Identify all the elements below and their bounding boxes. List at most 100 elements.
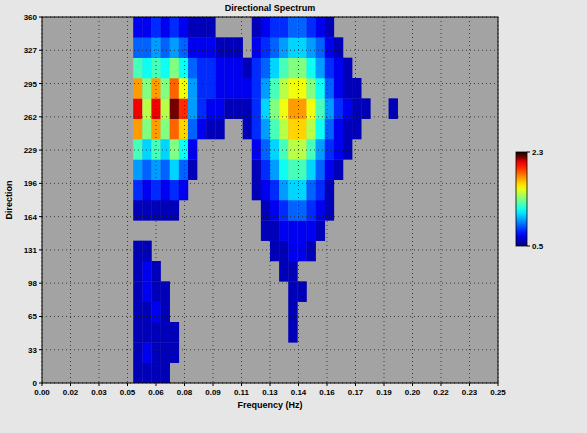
cell [297,58,306,79]
cell [197,37,206,58]
cell [224,98,233,119]
cell [325,159,334,180]
y-axis-title: Direction [4,180,14,219]
cell [252,159,261,180]
cell [133,78,142,99]
x-tick-label: 0.16 [319,388,335,397]
cell [206,98,215,119]
cell [389,98,398,119]
x-tick-label: 0.13 [262,388,278,397]
cell [206,119,215,140]
cell [252,78,261,99]
cell [316,200,325,221]
cell [215,58,224,79]
cell [270,220,279,241]
cell [316,180,325,201]
cell [197,119,206,140]
cell [170,180,179,201]
grid-line [42,50,498,51]
cell [334,98,343,119]
cell [261,220,270,241]
cell [252,180,261,201]
cell [133,180,142,201]
cell [161,322,170,343]
cell [197,17,206,38]
grid-line [384,17,385,383]
cell [224,58,233,79]
cell [288,322,297,343]
x-tick-label: 0.23 [462,388,478,397]
y-tick-label: 131 [24,246,38,255]
cell [306,119,315,140]
x-tick-label: 0.25 [490,388,506,397]
cell [252,98,261,119]
cell [306,78,315,99]
cell [261,58,270,79]
cell [325,180,334,201]
cell [142,322,151,343]
cell [279,261,288,282]
cell [316,78,325,99]
cell [206,58,215,79]
cell [151,37,160,58]
cell [325,98,334,119]
cell [288,37,297,58]
cell [261,98,270,119]
cell [170,200,179,221]
cell [306,37,315,58]
cell [252,139,261,160]
cell [352,78,361,99]
cell [188,58,197,79]
cell [270,119,279,140]
cell [133,119,142,140]
cell [133,98,142,119]
cell [279,139,288,160]
cell [270,98,279,119]
cell [270,78,279,99]
cell [270,17,279,38]
title: Directional Spectrum [225,3,316,13]
grid-line [42,349,498,350]
cell [316,98,325,119]
cell [142,261,151,282]
cell [215,37,224,58]
cell [142,98,151,119]
cell [142,200,151,221]
cell [288,302,297,323]
cell [361,98,370,119]
cell [133,363,142,383]
cell [288,281,297,302]
y-tick-label: 65 [28,312,37,321]
cell [288,241,297,262]
cell [179,159,188,180]
cell [306,241,315,262]
grid-line [42,316,498,317]
cell [179,98,188,119]
cell [288,139,297,160]
cell [188,17,197,38]
x-tick-label: 0.20 [405,388,421,397]
cell [252,58,261,79]
cell [352,119,361,140]
x-axis-title: Frequency (Hz) [237,400,302,410]
grid-line [184,17,185,383]
y-tick-label: 0 [33,379,38,388]
cell [133,241,142,262]
cell [288,58,297,79]
grid-line [127,17,128,383]
cell [334,159,343,180]
cell [142,139,151,160]
cell [151,302,160,323]
grid-line [42,216,498,217]
cell [161,37,170,58]
cell [161,98,170,119]
y-tick-label: 229 [24,146,38,155]
cell [170,37,179,58]
cell [243,58,252,79]
cell [243,98,252,119]
x-tick-label: 0.11 [234,388,250,397]
cell [133,342,142,363]
cell [325,58,334,79]
cell [343,58,352,79]
cell [133,17,142,38]
